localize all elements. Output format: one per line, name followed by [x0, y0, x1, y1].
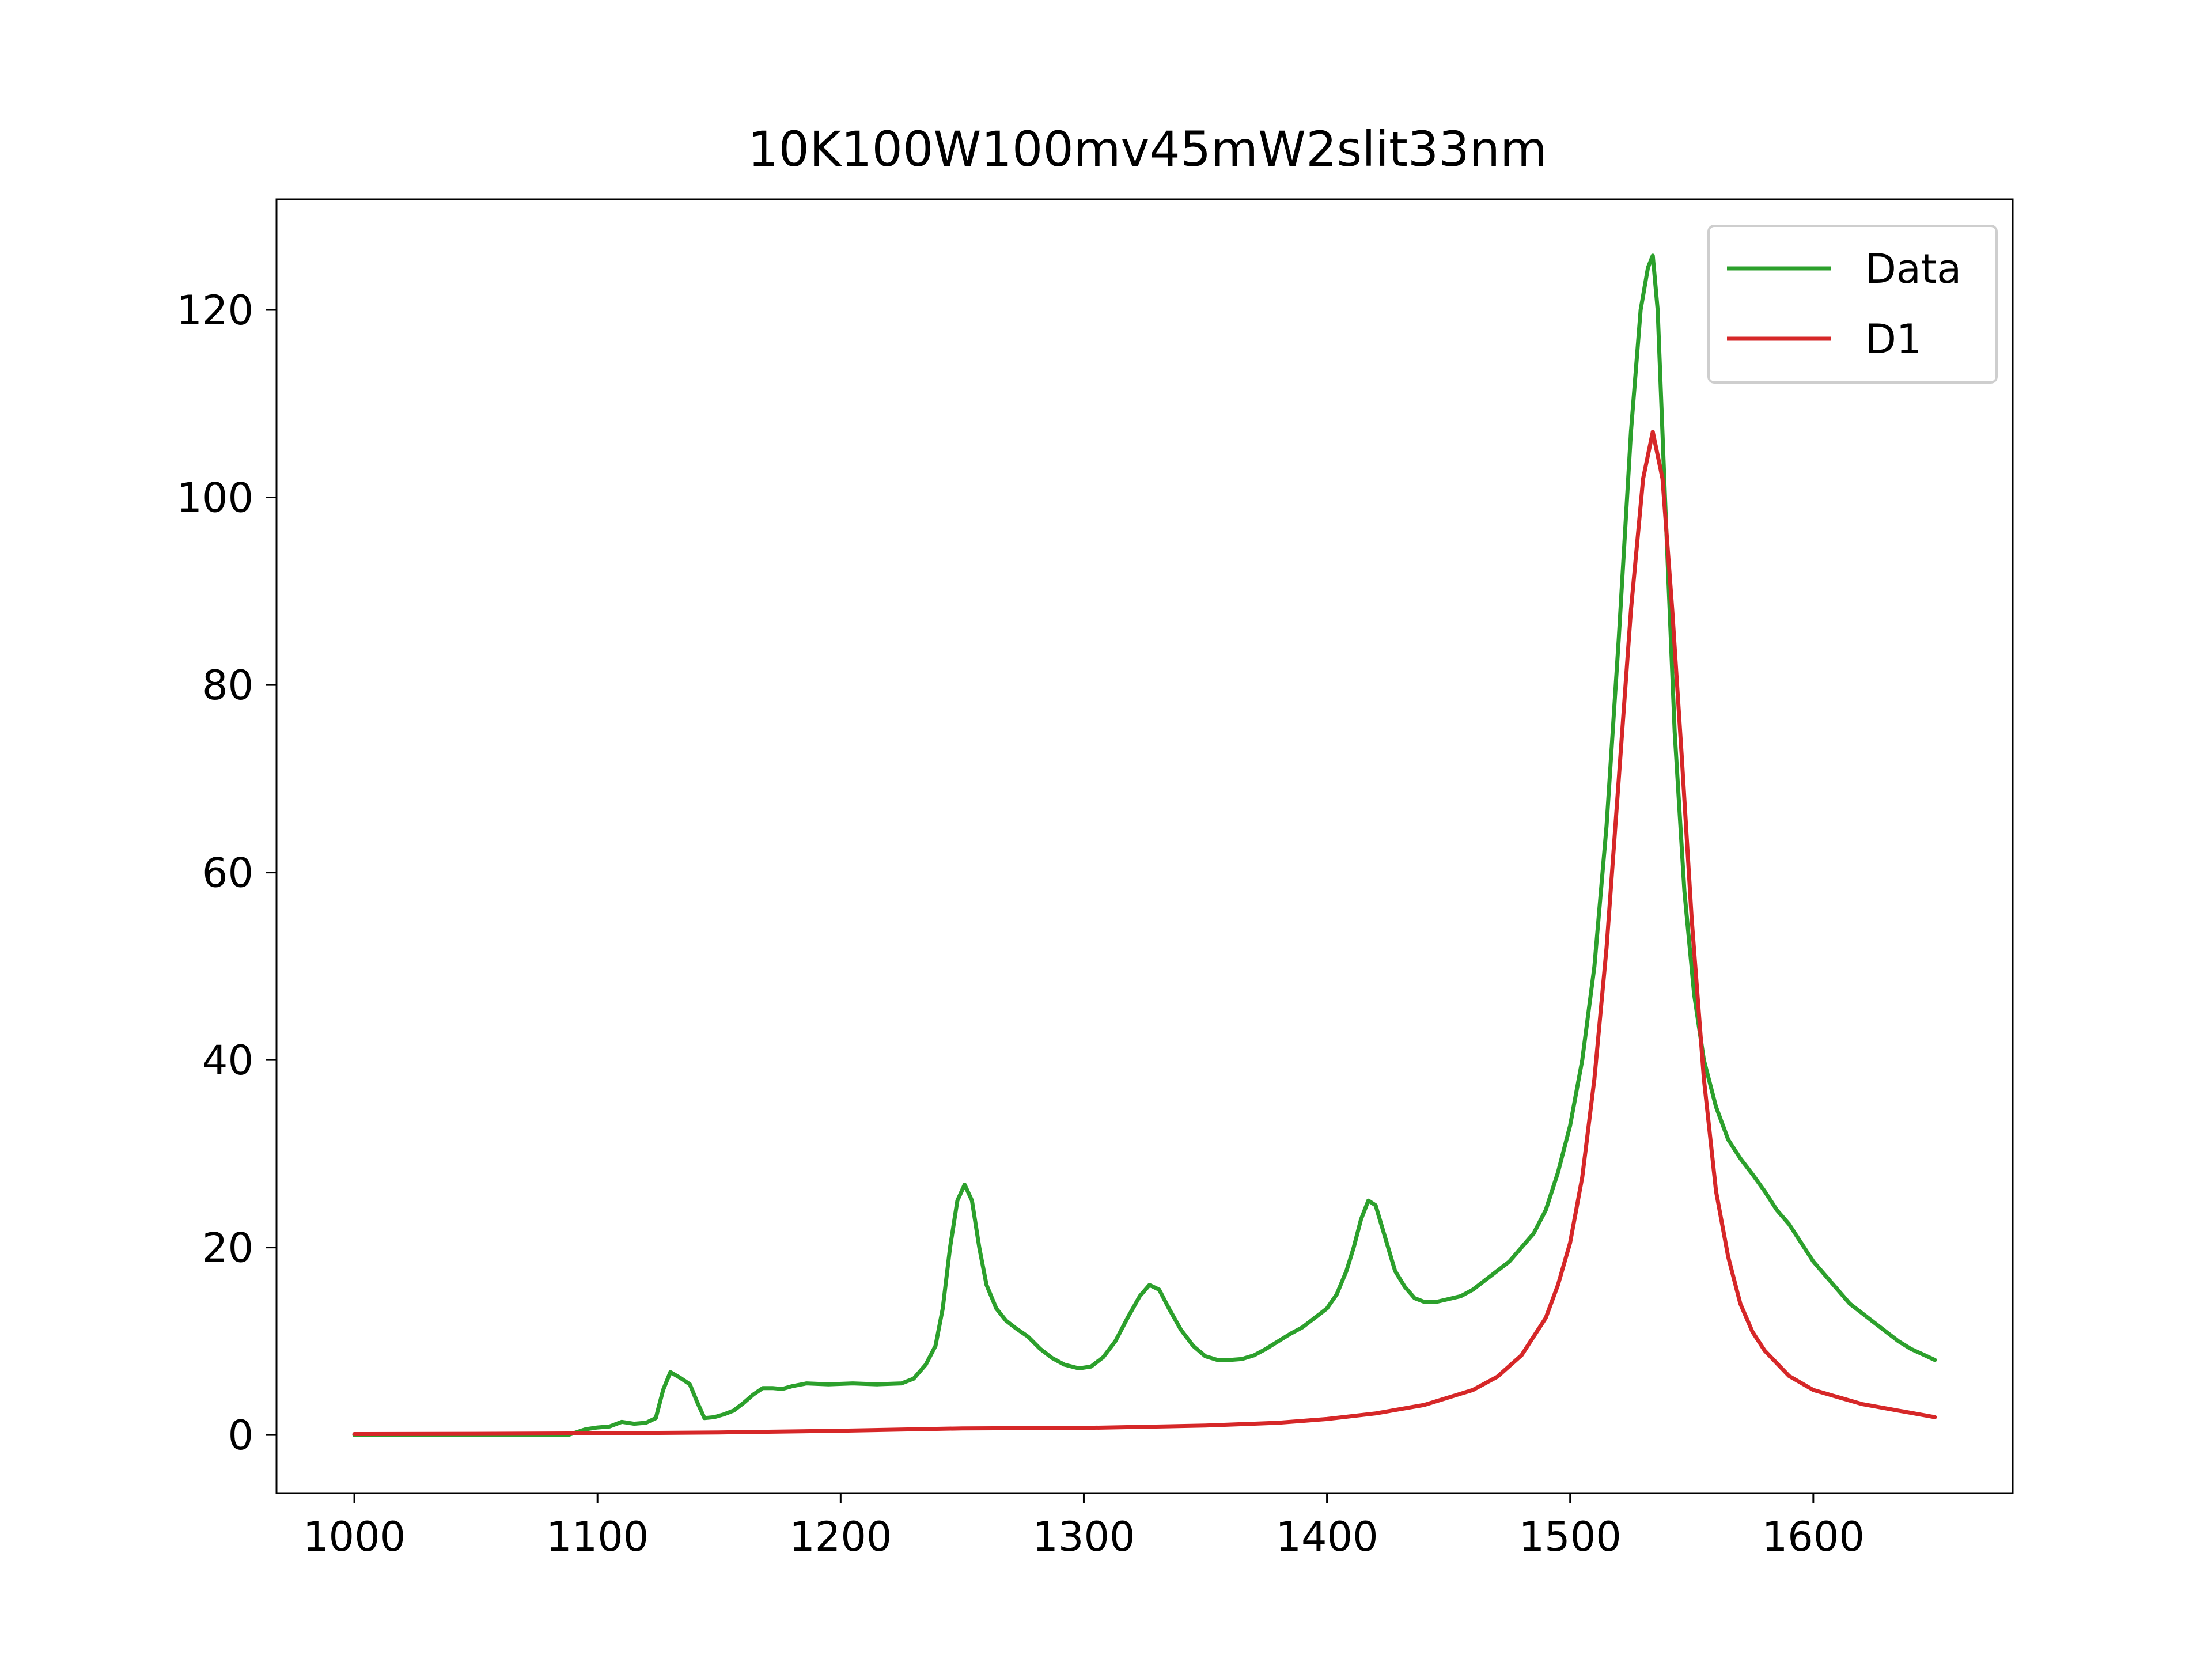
legend: Data D1: [1707, 225, 1998, 384]
x-axis: 1000 1100 1200 1300 1400 1500 1600: [303, 1493, 1865, 1560]
x-tick-label: 1400: [1276, 1513, 1378, 1560]
y-tick-label: 0: [228, 1412, 253, 1459]
y-tick-label: 20: [202, 1225, 253, 1272]
x-tick-label: 1600: [1762, 1513, 1865, 1560]
x-tick-label: 1100: [546, 1513, 649, 1560]
x-tick-label: 1200: [789, 1513, 892, 1560]
legend-label-data: Data: [1865, 245, 1961, 293]
series-layer: [352, 253, 1937, 1437]
y-tick-label: 40: [202, 1037, 253, 1084]
y-axis: 0 20 40 60 80 100 120: [176, 287, 276, 1459]
series-line-data: [352, 253, 1937, 1437]
y-tick-label: 120: [176, 287, 253, 334]
x-tick-label: 1500: [1519, 1513, 1622, 1560]
plot-area: [352, 253, 1937, 1437]
y-tick-label: 100: [176, 475, 253, 522]
y-tick-label: 80: [202, 662, 253, 709]
y-tick-label: 60: [202, 850, 253, 897]
x-tick-label: 1000: [303, 1513, 406, 1560]
chart-title: 10K100W100mv45mW2slit33nm: [748, 121, 1547, 177]
plot-frame: [275, 198, 2014, 1494]
legend-label-d1: D1: [1865, 316, 1922, 363]
series-line-d1: [352, 430, 1937, 1436]
legend-box: [1707, 225, 1998, 384]
x-tick-label: 1300: [1032, 1513, 1135, 1560]
